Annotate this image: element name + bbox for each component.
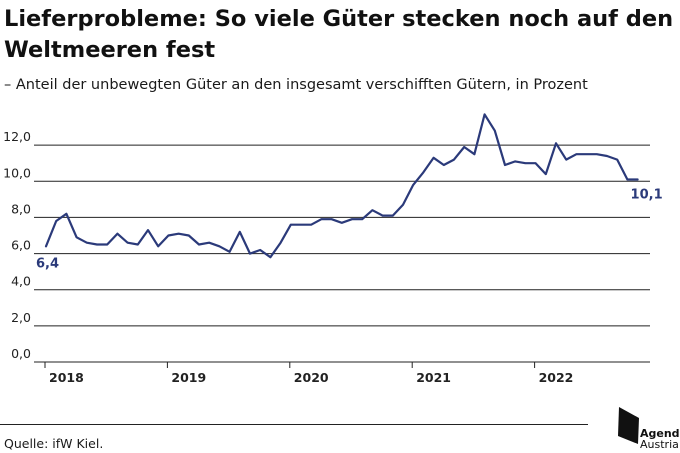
series-line (44, 113, 639, 259)
logo-mark-icon (618, 407, 639, 444)
x-tick-label: 2018 (49, 370, 84, 385)
chart-title: Lieferprobleme: So viele Güter stecken n… (4, 6, 674, 63)
chart-subtitle: – Anteil der unbewegten Güter an den ins… (4, 77, 588, 93)
x-tick-label: 2019 (171, 370, 206, 385)
x-tick-label: 2022 (539, 370, 574, 385)
y-tick-label: 10,0 (3, 165, 31, 180)
x-tick-label: 2021 (416, 370, 451, 385)
data-label: 6,4 (36, 256, 59, 271)
y-tick-label: 8,0 (11, 201, 31, 216)
y-tick-label: 6,0 (11, 238, 31, 253)
logo-text-line2: Austria (640, 438, 679, 451)
y-axis-labels: 0,0 2,0 4,0 6,0 8,0 10,0 12,0 (3, 129, 31, 361)
logo-text-line1: Agenda (640, 427, 680, 440)
y-tick-label: 4,0 (11, 274, 31, 289)
data-labels: 6,4 10,1 (36, 187, 663, 271)
y-tick-label: 0,0 (11, 346, 31, 361)
source-note: Quelle: ifW Kiel. (4, 436, 104, 451)
data-label: 10,1 (631, 187, 663, 202)
line-chart: 0,0 2,0 4,0 6,0 8,0 10,0 12,0 2018 2019 2020 2021… (3, 113, 663, 385)
gridlines (34, 144, 650, 363)
y-tick-label: 12,0 (3, 129, 31, 144)
footer-divider (0, 424, 588, 425)
x-axis-ticks (44, 362, 536, 368)
agenda-austria-logo: Agenda Austria (614, 404, 680, 451)
x-tick-label: 2020 (294, 370, 329, 385)
y-tick-label: 2,0 (11, 310, 31, 325)
x-axis-labels: 2018 2019 2020 2021 2022 (49, 370, 573, 385)
